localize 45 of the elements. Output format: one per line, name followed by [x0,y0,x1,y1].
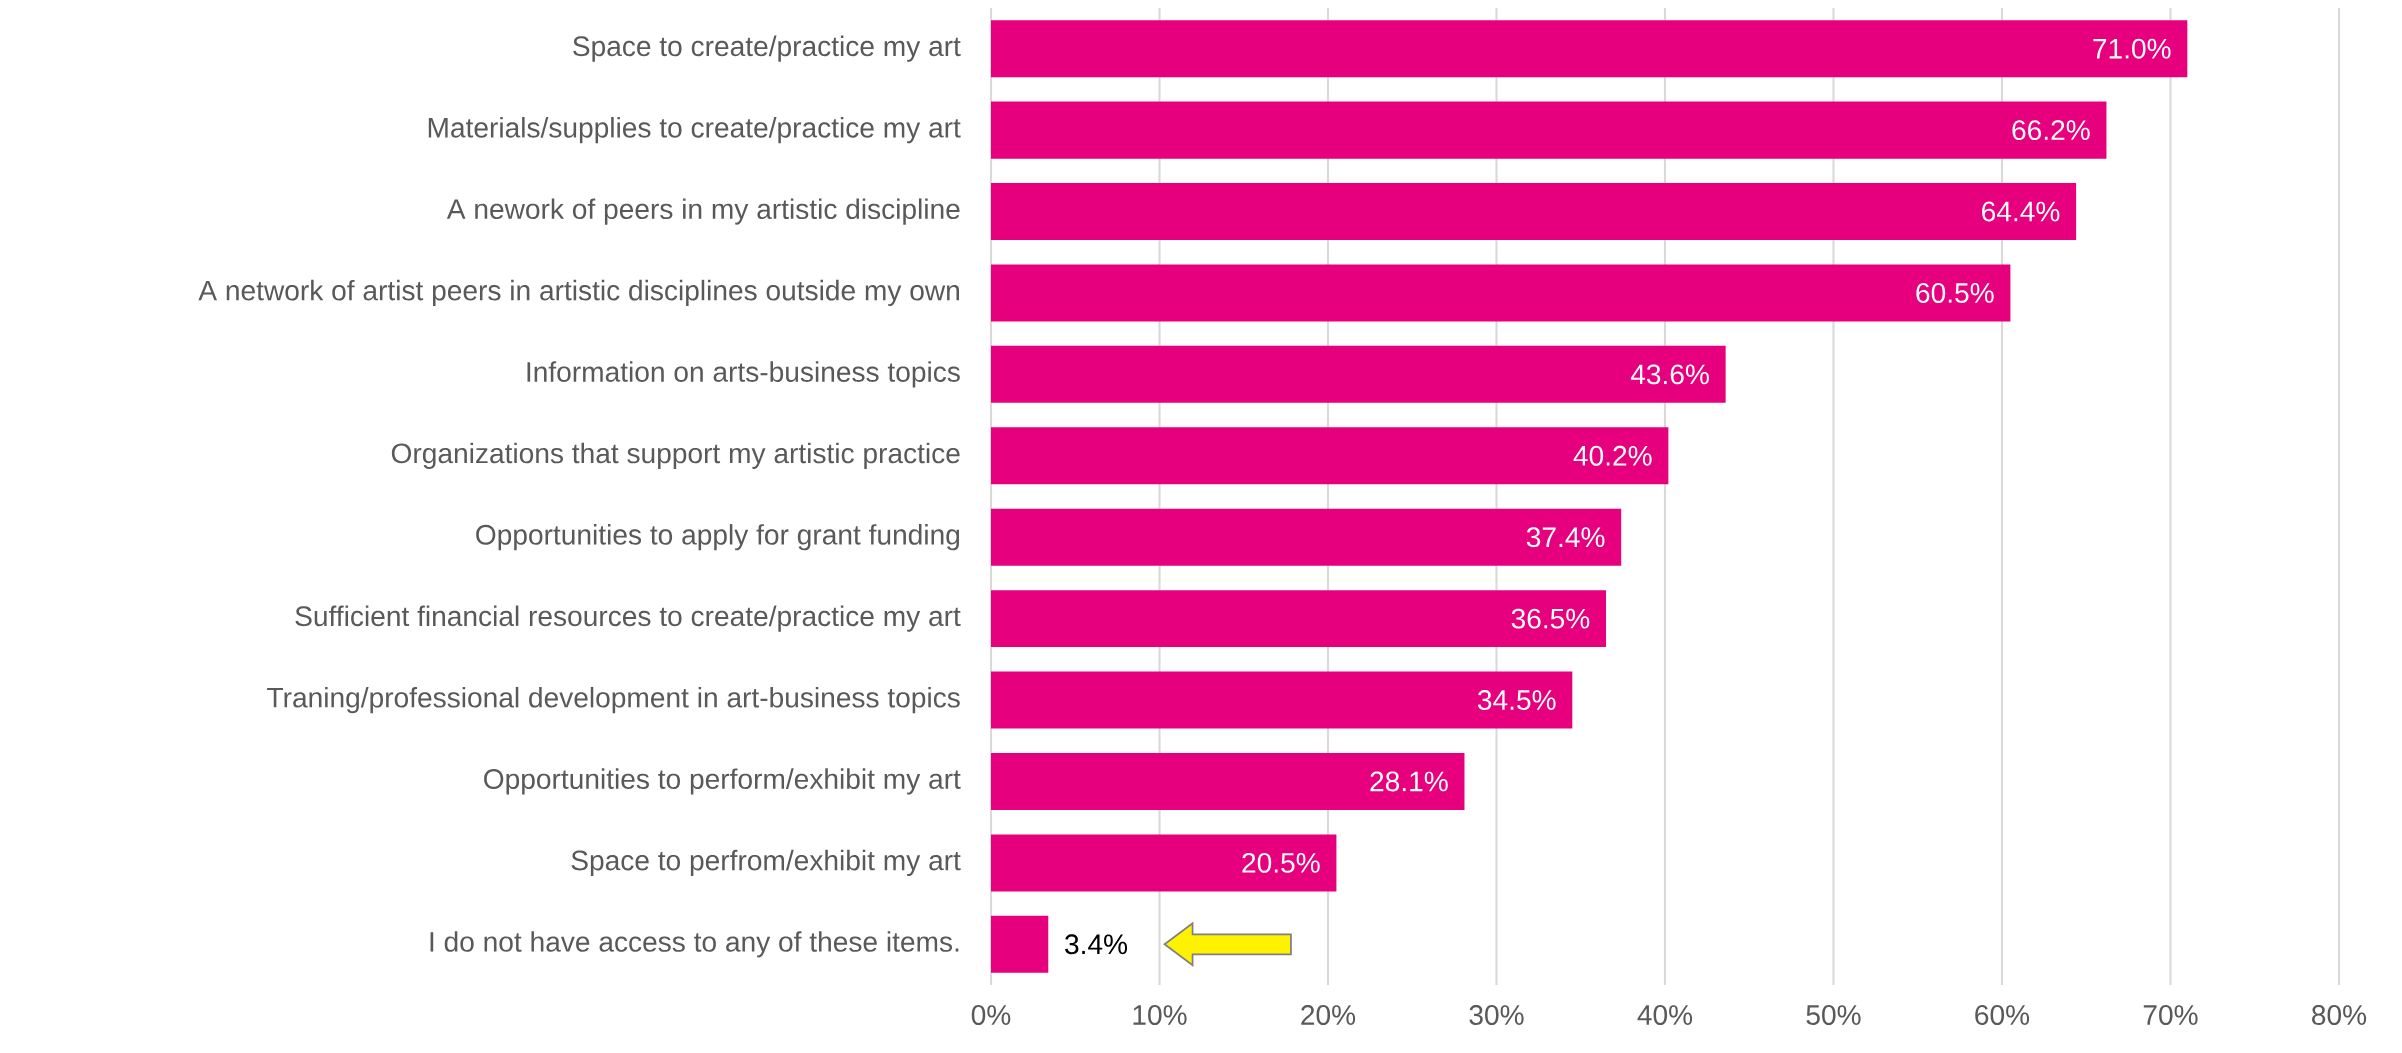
x-tick-label: 70% [2143,1005,2198,1025]
data-label: 34.5% [1477,690,1556,710]
bar [991,101,2107,159]
data-label: 40.2% [1573,445,1652,466]
bar [991,508,1622,566]
bar [991,590,1607,648]
x-tick-label: 50% [1806,1005,1861,1025]
y-tick-label: I do not have access to any of these items. [430,931,959,958]
y-tick-label: Traning/professional development in art-business topics [267,686,960,714]
bar [991,264,2011,322]
data-label: 28.1% [1370,771,1448,792]
y-tick-label: A nework of peers in my artistic discipline [446,198,960,225]
y-tick-label: Opportunities to apply for grant funding [476,524,960,551]
data-label: 36.5% [1511,608,1590,629]
data-label: 43.6% [1630,364,1709,385]
x-tick-label: 60% [1975,1005,2030,1025]
bar [991,752,1465,810]
data-label: 20.5% [1242,852,1320,873]
x-tick-label: 40% [1637,1005,1693,1025]
y-tick-label: Sufficient financial resources to create/practice my art [295,605,961,632]
x-tick-label: 0% [971,1005,1011,1025]
bar [991,427,1669,485]
x-tick-label: 80% [2312,1005,2367,1025]
y-tick-label: Space to perfrom/exhibit my art [571,849,961,876]
bar [991,915,1049,973]
y-tick-label: Space to create/practice my art [573,35,961,62]
data-label: 3.4% [1065,934,1128,955]
x-tick-label: 20% [1301,1005,1356,1025]
bar [991,671,1573,729]
bar [991,834,1337,892]
y-tick-label: A network of artist peers in artistic disciplines outside my own [198,279,960,307]
x-tick-label: 10% [1133,1005,1187,1025]
y-tick-label: Opportunities to perform/exhibit my art [484,768,961,795]
data-label: 37.4% [1526,527,1605,548]
bar [991,20,2188,78]
data-label: 60.5% [1916,283,1994,303]
data-label: 71.0% [2093,38,2171,59]
y-tick-label: Information on arts-business topics [527,361,960,388]
y-tick-label: Materials/supplies to create/practice my art [428,117,961,144]
bar [991,345,1726,403]
y-tick-label: Organizations that support my artistic practice [391,442,960,469]
x-tick-label: 30% [1469,1005,1524,1025]
data-label: 64.4% [1982,201,2060,222]
bar [991,183,2077,241]
data-label: 66.2% [2012,120,2090,141]
